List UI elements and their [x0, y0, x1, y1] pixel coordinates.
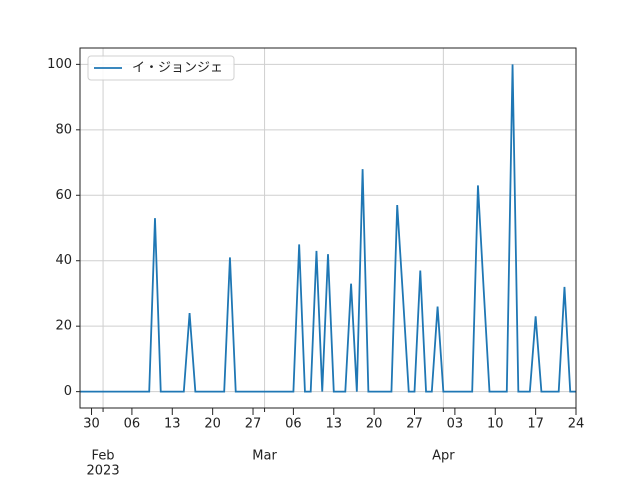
- x-tick-label: 13: [325, 417, 342, 432]
- x-tick-label: 27: [406, 417, 423, 432]
- x-month-label: Apr: [432, 449, 455, 464]
- legend: イ・ジョンジェ: [87, 55, 235, 81]
- x-tick-label: 20: [204, 417, 221, 432]
- legend-box: [87, 55, 235, 81]
- y-tick-label: 0: [64, 384, 72, 399]
- x-tick-label: 03: [447, 417, 464, 432]
- y-tick-label: 100: [47, 57, 72, 72]
- x-tick-label: 06: [285, 417, 302, 432]
- x-tick-label: 10: [487, 417, 504, 432]
- line-series: [80, 64, 576, 393]
- x-tick-label: 06: [124, 417, 141, 432]
- x-tick-label: 27: [245, 417, 262, 432]
- x-year-label: 2023: [87, 464, 120, 479]
- y-tick-label: 80: [55, 122, 72, 137]
- x-tick-label: 24: [568, 417, 585, 432]
- x-tick-label: 20: [366, 417, 383, 432]
- x-month-label: Feb: [92, 449, 115, 464]
- x-month-label: Mar: [252, 449, 277, 464]
- y-tick-label: 40: [55, 253, 72, 268]
- x-tick-label: 17: [527, 417, 544, 432]
- y-tick-label: 20: [55, 319, 72, 334]
- x-tick-label: 13: [164, 417, 181, 432]
- y-tick-label: 60: [55, 188, 72, 203]
- x-tick-label: 30: [83, 417, 100, 432]
- legend-label: イ・ジョンジェ: [132, 61, 223, 76]
- plot-frame: [79, 47, 577, 409]
